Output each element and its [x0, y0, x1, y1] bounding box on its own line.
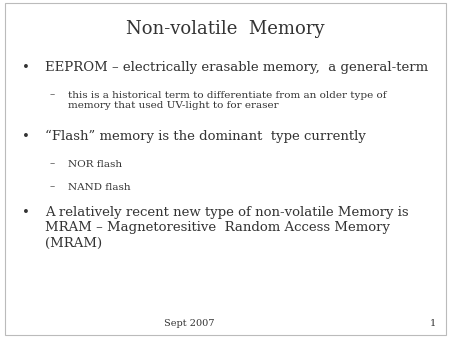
Text: –: –	[50, 183, 55, 192]
Text: •: •	[22, 130, 31, 143]
Text: NAND flash: NAND flash	[68, 183, 130, 192]
Text: A relatively recent new type of non-volatile Memory is
MRAM – Magnetoresitive  R: A relatively recent new type of non-vola…	[45, 206, 409, 249]
Text: •: •	[22, 206, 31, 218]
Text: –: –	[50, 160, 55, 169]
Text: Sept 2007: Sept 2007	[164, 319, 214, 328]
Text: this is a historical term to differentiate from an older type of
memory that use: this is a historical term to differentia…	[68, 91, 386, 110]
Text: Non-volatile  Memory: Non-volatile Memory	[126, 20, 324, 38]
Text: –: –	[50, 91, 55, 100]
Text: “Flash” memory is the dominant  type currently: “Flash” memory is the dominant type curr…	[45, 130, 366, 143]
Text: NOR flash: NOR flash	[68, 160, 122, 169]
Text: •: •	[22, 61, 31, 74]
Text: 1: 1	[430, 319, 436, 328]
Text: EEPROM – electrically erasable memory,  a general-term: EEPROM – electrically erasable memory, a…	[45, 61, 428, 74]
